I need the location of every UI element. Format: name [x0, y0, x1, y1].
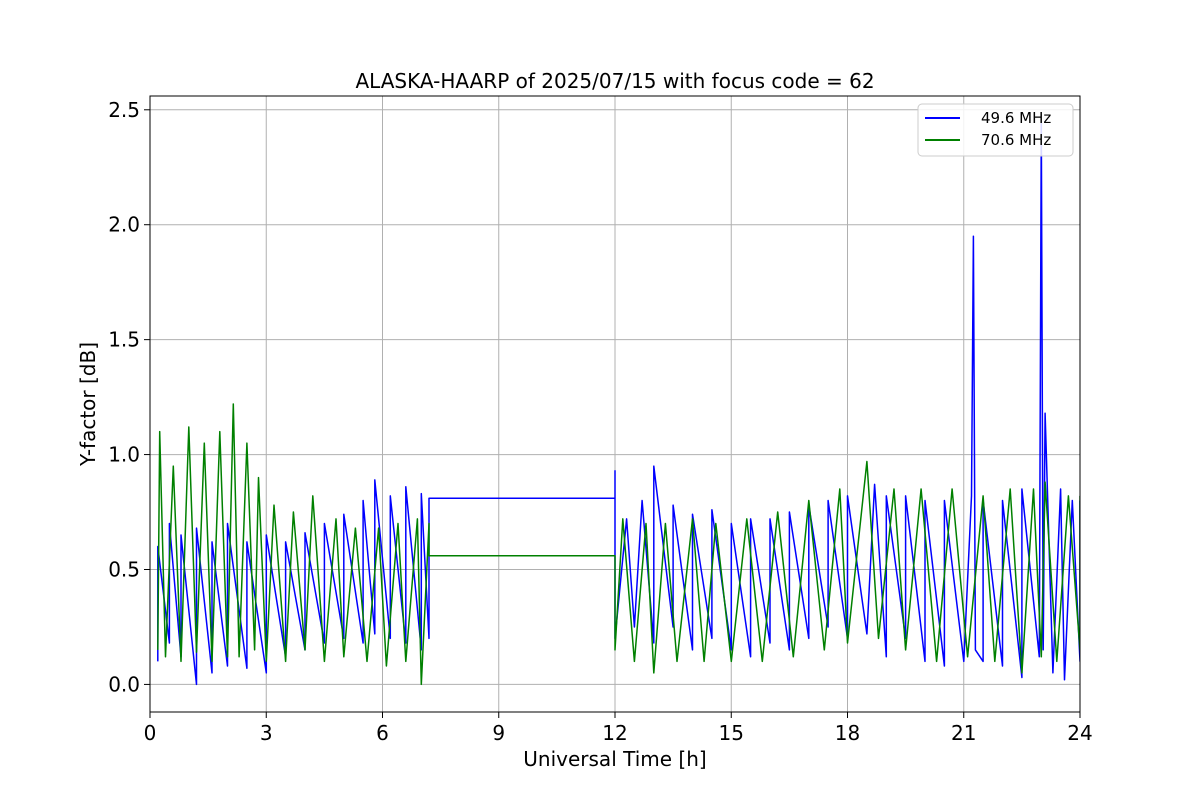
x-axis-label: Universal Time [h] — [523, 747, 706, 771]
x-tick-label: 15 — [719, 721, 744, 745]
x-tick-label: 6 — [376, 721, 389, 745]
series-layer — [157, 120, 1080, 686]
legend-label-49-6-mhz: 49.6 MHz — [981, 109, 1051, 127]
y-tick-label: 1.0 — [108, 443, 140, 467]
y-tick-label: 2.5 — [108, 98, 140, 122]
x-tick-label: 9 — [492, 721, 505, 745]
y-tick-label: 1.5 — [108, 328, 140, 352]
x-tick-label: 21 — [951, 721, 976, 745]
y-tick-label: 0.5 — [108, 557, 140, 581]
y-axis-label: Y-factor [dB] — [76, 342, 100, 467]
legend: 49.6 MHz 70.6 MHz — [917, 103, 1074, 157]
x-tick-label: 3 — [260, 721, 273, 745]
y-tick-label: 0.0 — [108, 672, 140, 696]
x-tick-label: 24 — [1067, 721, 1092, 745]
x-tick-label: 12 — [602, 721, 627, 745]
chart-title: ALASKA-HAARP of 2025/07/15 with focus co… — [355, 69, 874, 93]
series-line-70-6-mhz — [157, 403, 1080, 686]
x-tick-label: 18 — [835, 721, 860, 745]
y-tick-label: 2.0 — [108, 213, 140, 237]
ticks: 0 3 6 9 12 15 18 21 24 0.0 0.5 1.0 1.5 2.0 2.5 — [108, 98, 1093, 745]
x-tick-label: 0 — [144, 721, 157, 745]
series-line-49-6-mhz — [157, 120, 1080, 686]
legend-label-70-6-mhz: 70.6 MHz — [981, 131, 1051, 149]
